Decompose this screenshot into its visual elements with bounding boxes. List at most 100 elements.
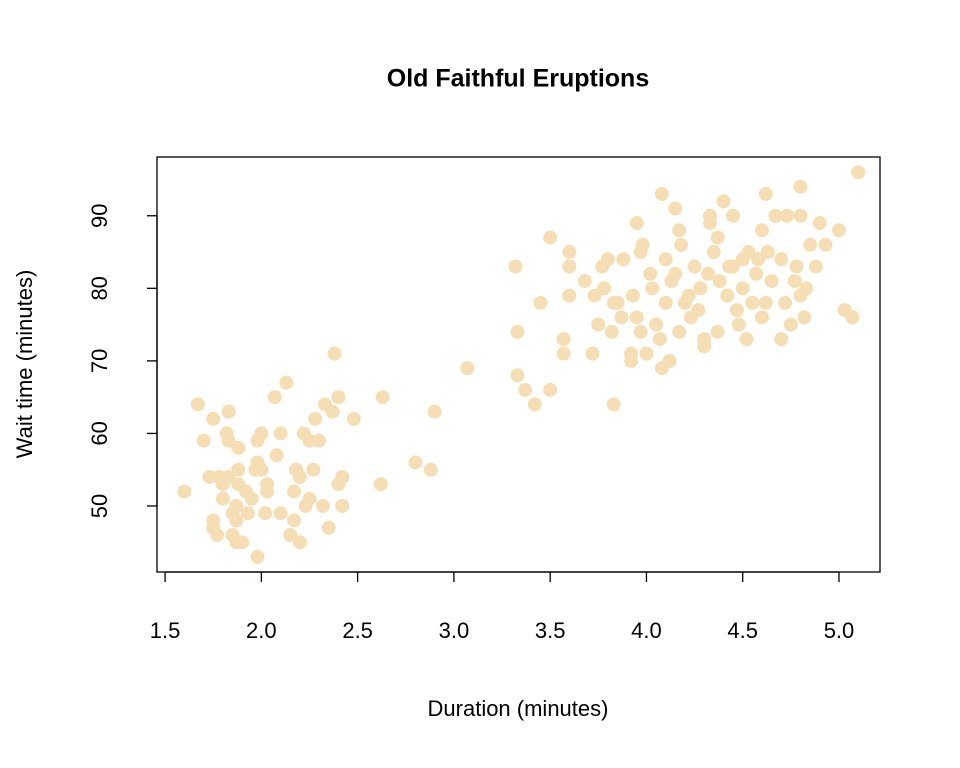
point [508,259,523,274]
point [312,433,327,448]
point [335,498,350,513]
point [562,259,577,274]
point [629,310,644,325]
point [325,404,340,419]
point [283,527,298,542]
point [177,484,192,499]
point [749,266,764,281]
point [510,324,525,339]
point [606,397,621,412]
point [591,317,606,332]
point [702,216,717,231]
point [221,404,236,419]
point [845,310,860,325]
point [292,535,307,550]
point [562,245,577,260]
point [674,237,689,252]
point [206,513,221,528]
point [556,346,571,361]
point [231,440,246,455]
point [818,237,833,252]
point [778,295,793,310]
y-axis-title: Wait time (minutes) [12,270,37,459]
point [672,223,687,238]
point [597,281,612,296]
point [668,266,683,281]
point [710,230,725,245]
point [726,208,741,223]
point [731,317,746,332]
point [652,332,667,347]
x-tick-label: 3.5 [535,618,566,643]
point [697,339,712,354]
point [423,462,438,477]
point [639,346,654,361]
point [533,295,548,310]
point [812,216,827,231]
point [803,237,818,252]
point [789,259,804,274]
point [691,303,706,318]
point [308,411,323,426]
point [735,281,750,296]
point [315,498,330,513]
point [527,397,542,412]
point [306,462,321,477]
point [408,455,423,470]
point [215,491,230,506]
point [235,535,250,550]
point [831,223,846,238]
point [741,245,756,260]
y-tick-label: 60 [87,421,112,445]
point [758,295,773,310]
point [587,288,602,303]
point [206,411,221,426]
point [754,223,769,238]
point [240,506,255,521]
point [751,252,766,267]
point [712,274,727,289]
point [768,208,783,223]
point [760,245,775,260]
point [202,469,217,484]
point [460,361,475,376]
point [254,462,269,477]
point [808,259,823,274]
point [774,252,789,267]
point [799,281,814,296]
point [292,469,307,484]
point [346,411,361,426]
point [668,201,683,216]
y-tick-label: 80 [87,276,112,300]
x-tick-label: 2.5 [342,618,373,643]
point [635,237,650,252]
point [693,281,708,296]
point [643,266,658,281]
x-tick-label: 4.5 [727,618,758,643]
point [600,252,615,267]
point [221,433,236,448]
point [797,310,812,325]
point [780,208,795,223]
point [658,295,673,310]
point [518,382,533,397]
point [562,288,577,303]
y-tick-label: 90 [87,204,112,228]
point [706,245,721,260]
point [616,252,631,267]
x-tick-label: 5.0 [824,618,855,643]
point [681,288,696,303]
point [375,390,390,405]
point [331,390,346,405]
point [229,498,244,513]
point [244,491,259,506]
point [427,404,442,419]
y-tick-label: 70 [87,349,112,373]
point [754,310,769,325]
x-tick-label: 2.0 [246,618,277,643]
chart-title: Old Faithful Eruptions [387,65,649,93]
point [279,375,294,390]
x-tick-label: 3.0 [439,618,470,643]
point [190,397,205,412]
point [720,288,735,303]
